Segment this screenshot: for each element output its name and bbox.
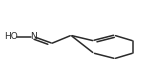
Text: N: N <box>30 32 37 41</box>
Text: HO: HO <box>4 32 18 41</box>
